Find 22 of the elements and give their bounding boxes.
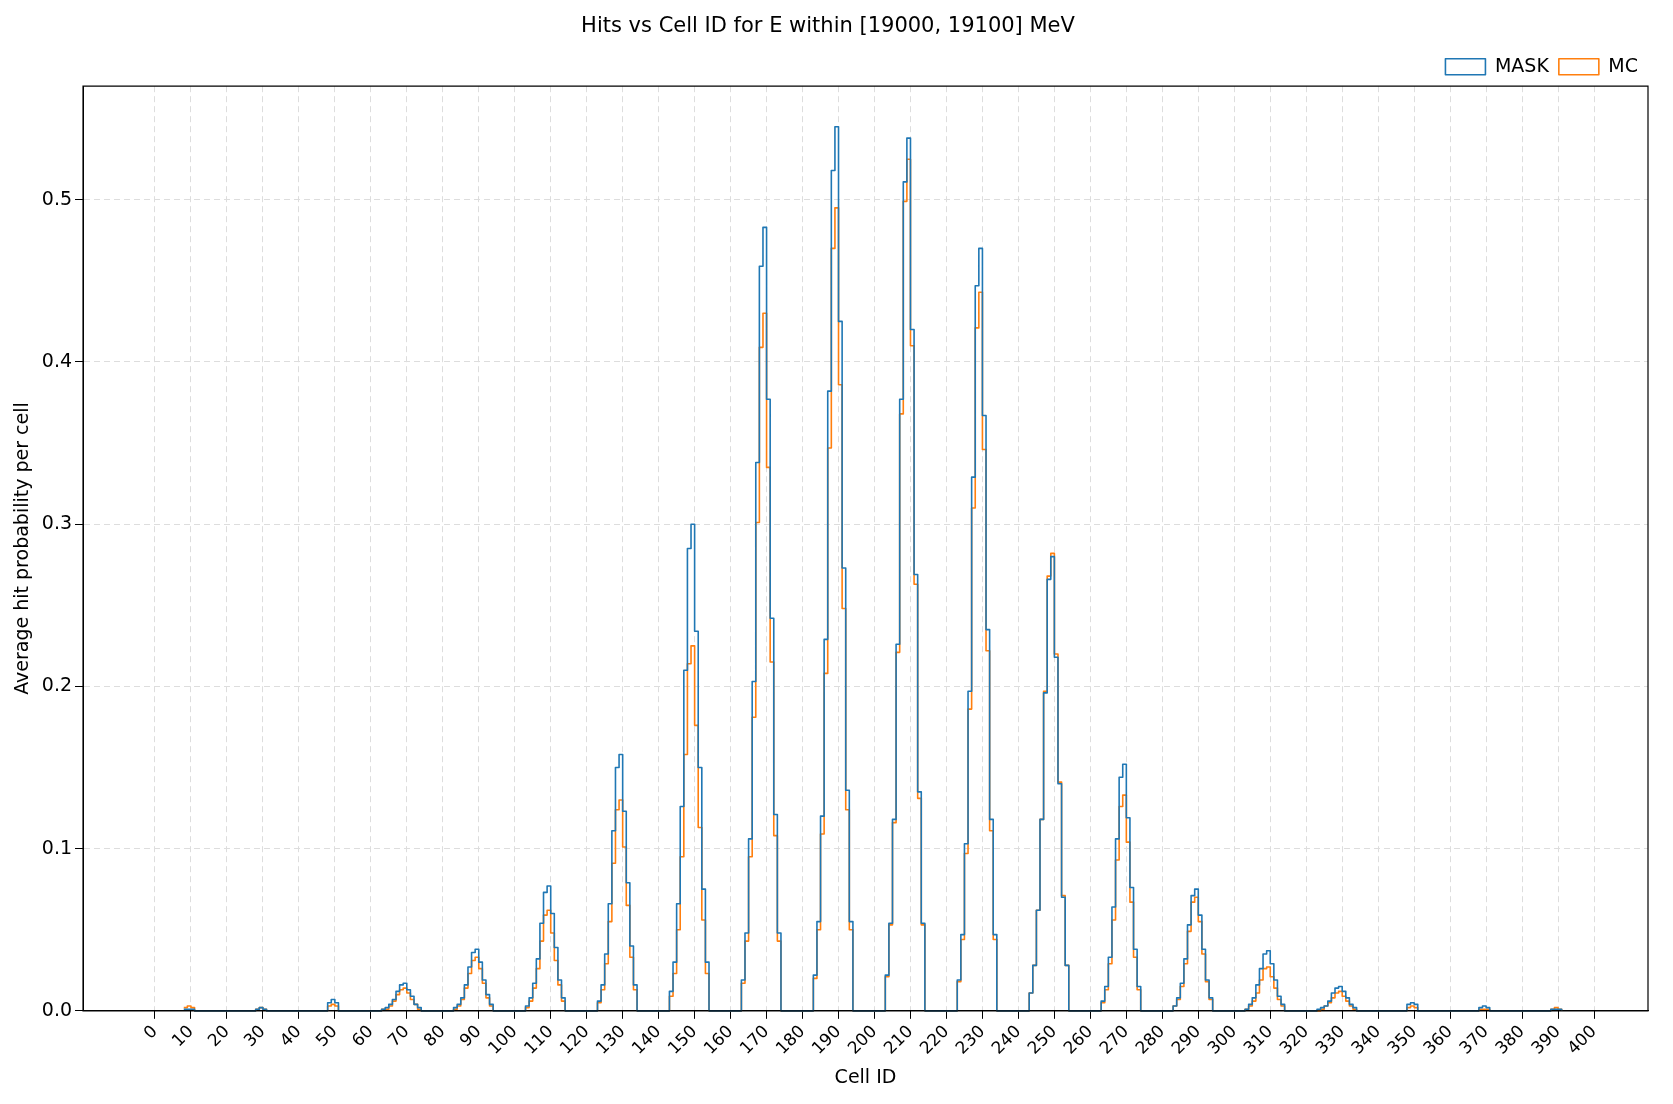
legend-label: MASK — [1494, 53, 1550, 76]
x-tick-label: 50 — [311, 1020, 341, 1051]
x-tick-label: 60 — [347, 1020, 377, 1051]
x-tick-label: 10 — [167, 1020, 197, 1051]
y-axis-title: Average hit probability per cell — [10, 402, 33, 695]
x-tick-label: 30 — [239, 1020, 269, 1051]
x-tick-label: 20 — [203, 1020, 233, 1051]
x-tick-label: 400 — [1562, 1020, 1600, 1058]
x-tick-label: 40 — [275, 1020, 305, 1051]
y-tick-label: 0.4 — [41, 348, 73, 371]
y-tick-label: 0.3 — [41, 511, 73, 534]
y-tick-label: 0.0 — [41, 997, 73, 1020]
x-tick-label: 0 — [139, 1020, 161, 1043]
x-tick-label: 80 — [419, 1020, 449, 1051]
legend-label: MC — [1608, 53, 1639, 76]
x-tick-label: 90 — [455, 1020, 485, 1051]
y-tick-label: 0.1 — [41, 835, 73, 858]
chart-title: Hits vs Cell ID for E within [19000, 19100] MeV — [581, 13, 1076, 38]
x-tick-label: 70 — [383, 1020, 413, 1051]
x-axis-title: Cell ID — [834, 1064, 897, 1087]
y-tick-label: 0.5 — [41, 186, 73, 209]
y-tick-label: 0.2 — [41, 673, 73, 696]
